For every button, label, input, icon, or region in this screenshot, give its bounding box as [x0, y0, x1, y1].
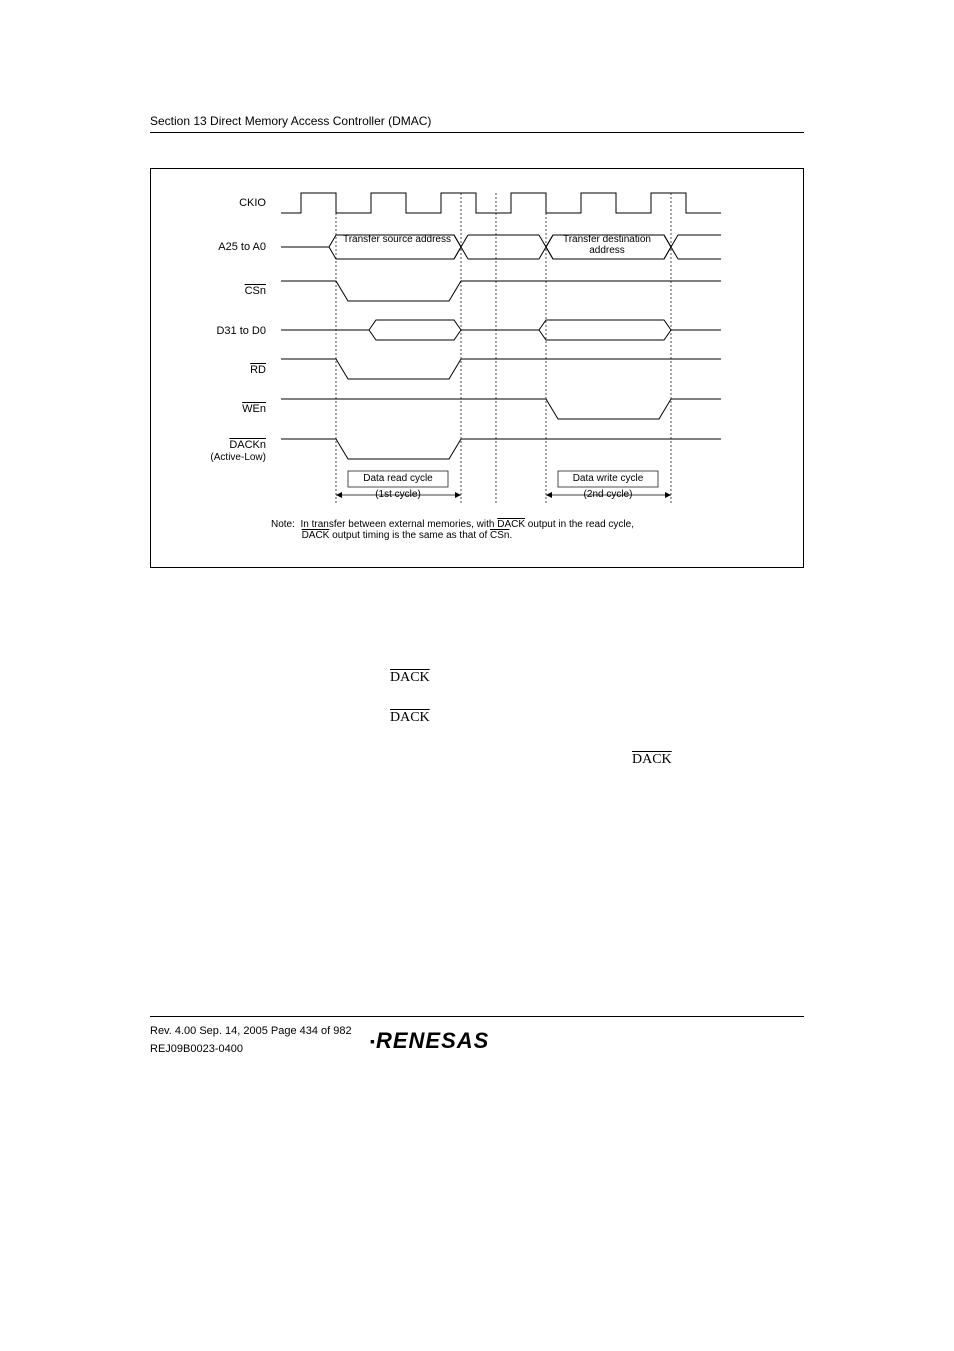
first-cycle-label: (1st cycle) [338, 489, 458, 500]
data-write-cycle-label: Data write cycle [548, 473, 668, 484]
renesas-logo: ▪RENESAS [370, 1028, 489, 1054]
data-read-cycle-label: Data read cycle [338, 473, 458, 484]
transfer-source-label: Transfer source address [337, 235, 457, 246]
body-dack-3: DACK [632, 752, 672, 768]
page-header: Section 13 Direct Memory Access Controll… [150, 114, 804, 133]
diagram-note: Note: In transfer between external memor… [271, 519, 634, 541]
section-title: Section 13 Direct Memory Access Controll… [150, 114, 431, 128]
header-rule [150, 132, 804, 133]
timing-svg [151, 169, 805, 539]
body-dack-1: DACK [390, 670, 430, 686]
transfer-destination-label: Transfer destination address [547, 235, 667, 256]
body-dack-2: DACK [390, 710, 430, 726]
timing-diagram: CKIO A25 to A0 CSn D31 to D0 RD WEn DACK… [150, 168, 804, 568]
footer-rule [150, 1016, 804, 1017]
second-cycle-label: (2nd cycle) [548, 489, 668, 500]
